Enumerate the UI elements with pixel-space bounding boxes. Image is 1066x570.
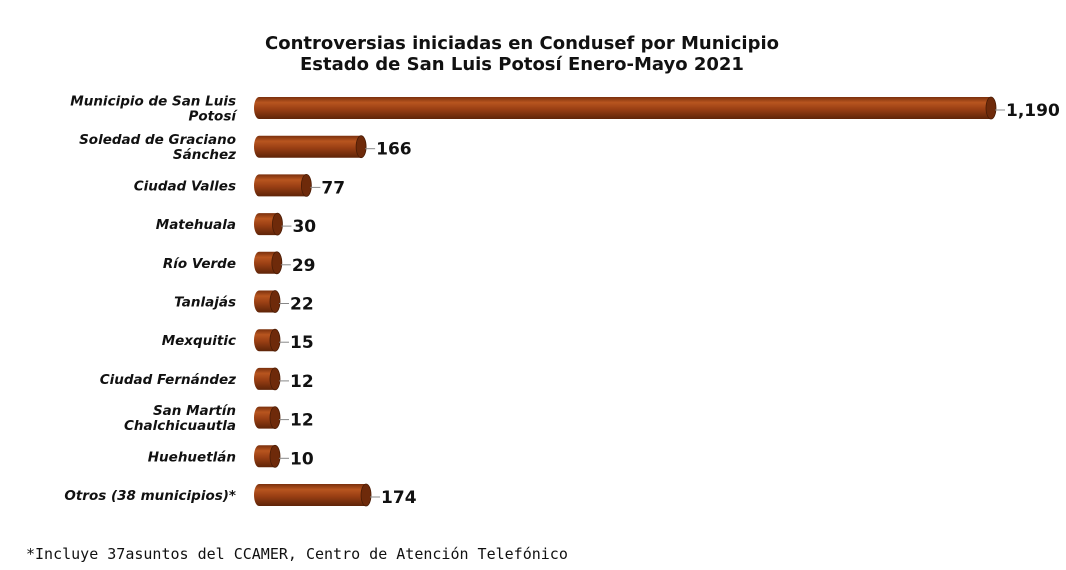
category-label-5-0: Tanlajás bbox=[174, 295, 236, 311]
category-label-0-0: Municipio de San Luis bbox=[70, 94, 236, 110]
value-label-1: 166 bbox=[376, 140, 412, 160]
category-label-3-0: Matehuala bbox=[156, 217, 236, 233]
bar-10 bbox=[254, 484, 372, 506]
chart-title-line-2: Estado de San Luis Potosí Enero-Mayo 202… bbox=[300, 54, 744, 75]
category-label-9-0: Huehuetlán bbox=[148, 449, 236, 465]
value-label-0: 1,190 bbox=[1006, 101, 1060, 121]
value-label-10: 174 bbox=[381, 488, 417, 508]
value-label-9: 10 bbox=[290, 449, 314, 469]
bar-cap-3 bbox=[272, 212, 283, 236]
category-label-2-0: Ciudad Valles bbox=[134, 178, 236, 194]
category-label-1-1: Sánchez bbox=[173, 147, 236, 163]
bar-1 bbox=[254, 135, 367, 158]
category-label-0-1: Potosí bbox=[188, 109, 238, 125]
bar-cap-1 bbox=[355, 135, 367, 159]
chart-title-line-1: Controversias iniciadas en Condusef por … bbox=[265, 33, 779, 54]
value-label-6: 15 bbox=[290, 333, 314, 353]
category-label-1-0: Soledad de Graciano bbox=[79, 132, 236, 148]
footnote: *Incluye 37asuntos del CCAMER, Centro de… bbox=[26, 545, 568, 563]
value-label-7: 12 bbox=[290, 372, 314, 392]
bar-cap-10 bbox=[360, 483, 372, 507]
bar-cap-2 bbox=[300, 173, 312, 197]
value-label-5: 22 bbox=[290, 295, 314, 315]
bar-cap-6 bbox=[269, 328, 281, 352]
value-label-4: 29 bbox=[292, 256, 316, 276]
value-label-8: 12 bbox=[290, 411, 314, 431]
bar-cap-5 bbox=[269, 290, 281, 313]
bar-cap-8 bbox=[269, 406, 281, 430]
value-label-3: 30 bbox=[292, 217, 316, 237]
bar-0 bbox=[254, 97, 996, 119]
category-label-8-0: San Martín bbox=[153, 403, 236, 419]
value-label-2: 77 bbox=[321, 178, 345, 198]
category-label-10-0: Otros (38 municipios)* bbox=[64, 488, 236, 504]
category-label-6-0: Mexquitic bbox=[162, 333, 236, 349]
bar-cap-7 bbox=[269, 367, 281, 391]
category-label-4-0: Río Verde bbox=[163, 256, 236, 272]
bar-cap-9 bbox=[269, 444, 281, 468]
bar-chart: Controversias iniciadas en Condusef por … bbox=[64, 33, 1060, 509]
bar-cap-4 bbox=[271, 251, 283, 275]
bar-cap-0 bbox=[985, 96, 997, 120]
category-label-7-0: Ciudad Fernández bbox=[100, 372, 236, 388]
category-label-8-1: Chalchicuautla bbox=[124, 418, 236, 434]
bar-2 bbox=[254, 174, 312, 197]
